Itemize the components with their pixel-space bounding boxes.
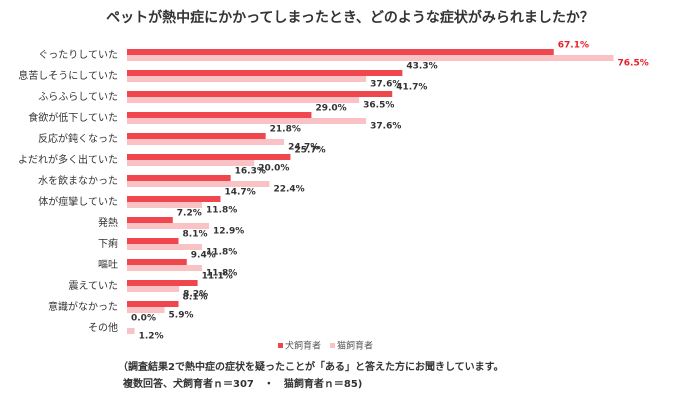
bar: [127, 55, 614, 61]
chart-title: ペットが熱中症にかかってしまったとき、どのような症状がみられましたか？: [106, 9, 594, 26]
category-label: 下痢: [98, 237, 118, 250]
category-label: 嘔吐: [98, 259, 118, 271]
value-label: 11.8%: [206, 206, 237, 216]
bar: [127, 328, 135, 334]
bar: [127, 181, 270, 187]
bar: [127, 49, 554, 55]
value-label: 7.2%: [177, 209, 202, 219]
category-label: ぐったりしていた: [38, 49, 118, 61]
value-label: 76.5%: [618, 59, 649, 69]
category-label: よだれが多く出ていた: [18, 153, 118, 166]
bar: [127, 97, 360, 103]
bar: [127, 154, 291, 160]
bar: [127, 76, 367, 82]
value-label: 1.2%: [139, 332, 164, 342]
value-label: 12.9%: [213, 227, 244, 237]
value-label: 14.7%: [224, 188, 255, 198]
bar: [127, 112, 312, 118]
legend-label: 猫飼育者: [337, 340, 373, 352]
value-label: 22.4%: [273, 185, 304, 195]
category-label: 意識がなかった: [48, 300, 118, 313]
value-label: 67.1%: [558, 41, 589, 51]
value-label: 8.2%: [183, 290, 208, 300]
value-label: 16.3%: [235, 167, 266, 177]
bar: [127, 286, 180, 292]
bar: [127, 118, 367, 124]
bar: [127, 223, 210, 229]
category-label: 発熱: [98, 216, 118, 229]
value-label: 11.8%: [206, 269, 237, 279]
bar: [127, 280, 198, 286]
legend-swatch: [278, 343, 283, 348]
bar: [127, 259, 187, 265]
value-label: 8.1%: [183, 293, 208, 303]
category-label: 体が痙攣していた: [38, 195, 118, 208]
value-label: 11.1%: [202, 272, 233, 282]
bar: [127, 70, 403, 76]
bar: [127, 91, 393, 97]
value-label: 25.7%: [294, 146, 325, 156]
bar: [127, 160, 255, 166]
value-label: 9.4%: [191, 251, 216, 261]
bar: [127, 133, 266, 139]
category-label: ふらふらしていた: [38, 91, 118, 103]
note: （調査結果2で熱中症の症状を疑ったことが「ある」と答えた方にお聞きしています。: [118, 360, 504, 373]
value-label: 37.6%: [370, 80, 401, 90]
value-label: 0.0%: [131, 314, 156, 324]
bar: [127, 265, 203, 271]
legend-label: 犬飼育者: [285, 340, 321, 352]
value-label: 21.8%: [270, 125, 301, 135]
value-label: 29.0%: [315, 104, 346, 114]
bar: [127, 202, 203, 208]
category-label: 震えていた: [69, 280, 119, 292]
value-label: 36.5%: [363, 101, 394, 111]
value-label: 20.0%: [258, 164, 289, 174]
category-label: 食欲が低下していた: [28, 111, 118, 124]
value-label: 8.1%: [183, 230, 208, 240]
bar: [127, 244, 203, 250]
value-label: 37.6%: [370, 122, 401, 132]
value-label: 11.8%: [206, 248, 237, 258]
value-label: 5.9%: [169, 311, 194, 321]
category-label: 息苦しそうにしていた: [18, 69, 118, 82]
category-label: 水を飲まなかった: [38, 174, 118, 187]
bar: [127, 238, 179, 244]
value-label: 24.7%: [288, 143, 319, 153]
legend-swatch: [330, 343, 335, 348]
note: 複数回答、犬飼育者ｎ＝307 ・ 猫飼育者ｎ＝85): [122, 377, 362, 390]
bar: [127, 301, 179, 307]
bar: [127, 196, 221, 202]
bar: [127, 175, 231, 181]
category-label: 反応が鈍くなった: [38, 132, 118, 145]
value-label: 41.7%: [396, 83, 427, 93]
bar: [127, 139, 285, 145]
value-label: 43.3%: [406, 62, 437, 72]
bar: [127, 307, 165, 313]
bar: [127, 217, 173, 223]
category-label: その他: [88, 321, 118, 334]
